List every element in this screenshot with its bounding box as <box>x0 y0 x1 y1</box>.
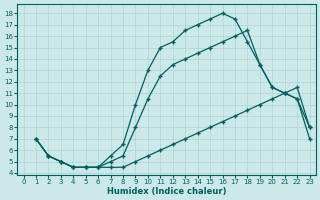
X-axis label: Humidex (Indice chaleur): Humidex (Indice chaleur) <box>107 187 226 196</box>
